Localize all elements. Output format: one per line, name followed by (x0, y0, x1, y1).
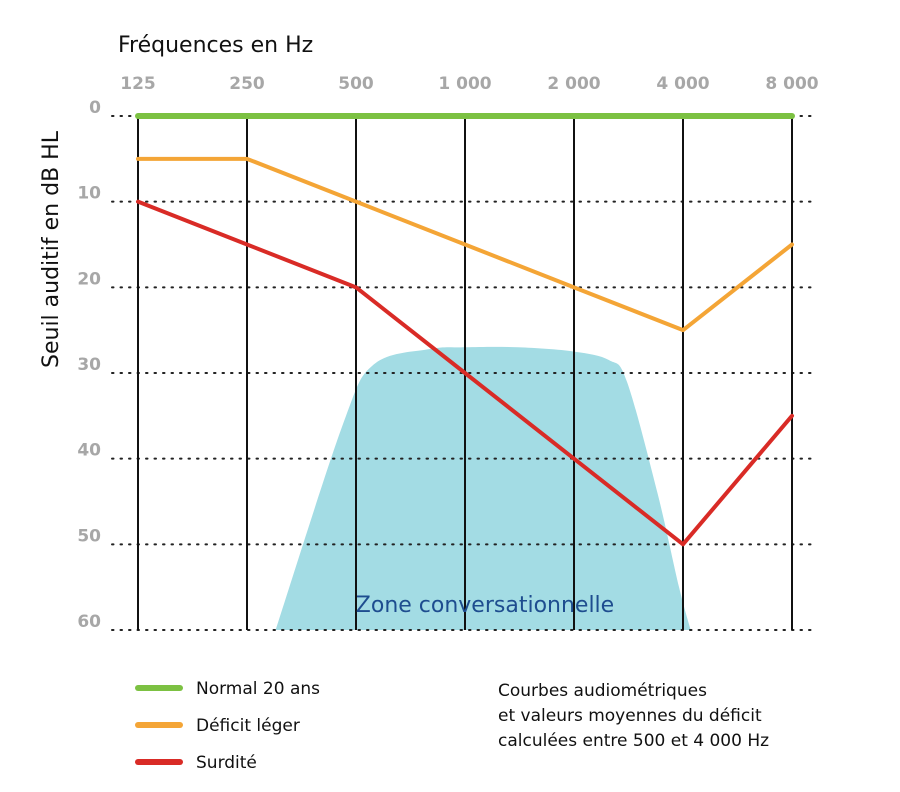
x-axis-title: Fréquences en Hz (118, 33, 313, 58)
series-line-3 (136, 199, 794, 547)
legend-label: Déficit léger (196, 716, 300, 736)
x-tick-label: 2 000 (547, 74, 600, 94)
x-tick-label: 125 (120, 74, 156, 94)
series-line-2 (136, 156, 794, 333)
note-line: calculées entre 500 et 4 000 Hz (498, 731, 769, 751)
series-lines (135, 113, 795, 547)
zone-label: Zone conversationnelle (356, 593, 614, 618)
y-tick-label: 20 (77, 269, 101, 289)
x-tick-labels: 125 250 500 1 000 2 000 4 000 8 000 (120, 74, 819, 94)
y-tick-label: 60 (77, 612, 101, 632)
y-tick-label: 50 (77, 526, 101, 546)
x-tick-label: 250 (229, 74, 265, 94)
x-tick-label: 4 000 (656, 74, 709, 94)
x-tick-label: 8 000 (765, 74, 818, 94)
x-tick-label: 1 000 (438, 74, 491, 94)
x-tick-label: 500 (338, 74, 374, 94)
note-line: Courbes audiométriques (498, 681, 707, 701)
conversation-zone-area (275, 346, 691, 630)
y-tick-labels: 0 10 20 30 40 50 60 (77, 98, 101, 632)
note-line: et valeurs moyennes du déficit (498, 706, 762, 726)
chart-note: Courbes audiométriques et valeurs moyenn… (498, 681, 769, 751)
y-tick-label: 30 (77, 355, 101, 375)
legend: Normal 20 ans Déficit léger Surdité (135, 679, 320, 773)
legend-label: Normal 20 ans (196, 679, 320, 699)
y-tick-label: 10 (77, 184, 101, 204)
y-tick-label: 0 (89, 98, 101, 118)
legend-label: Surdité (196, 753, 257, 773)
y-axis-title: Seuil auditif en dB HL (39, 130, 64, 368)
y-tick-label: 40 (77, 441, 101, 461)
